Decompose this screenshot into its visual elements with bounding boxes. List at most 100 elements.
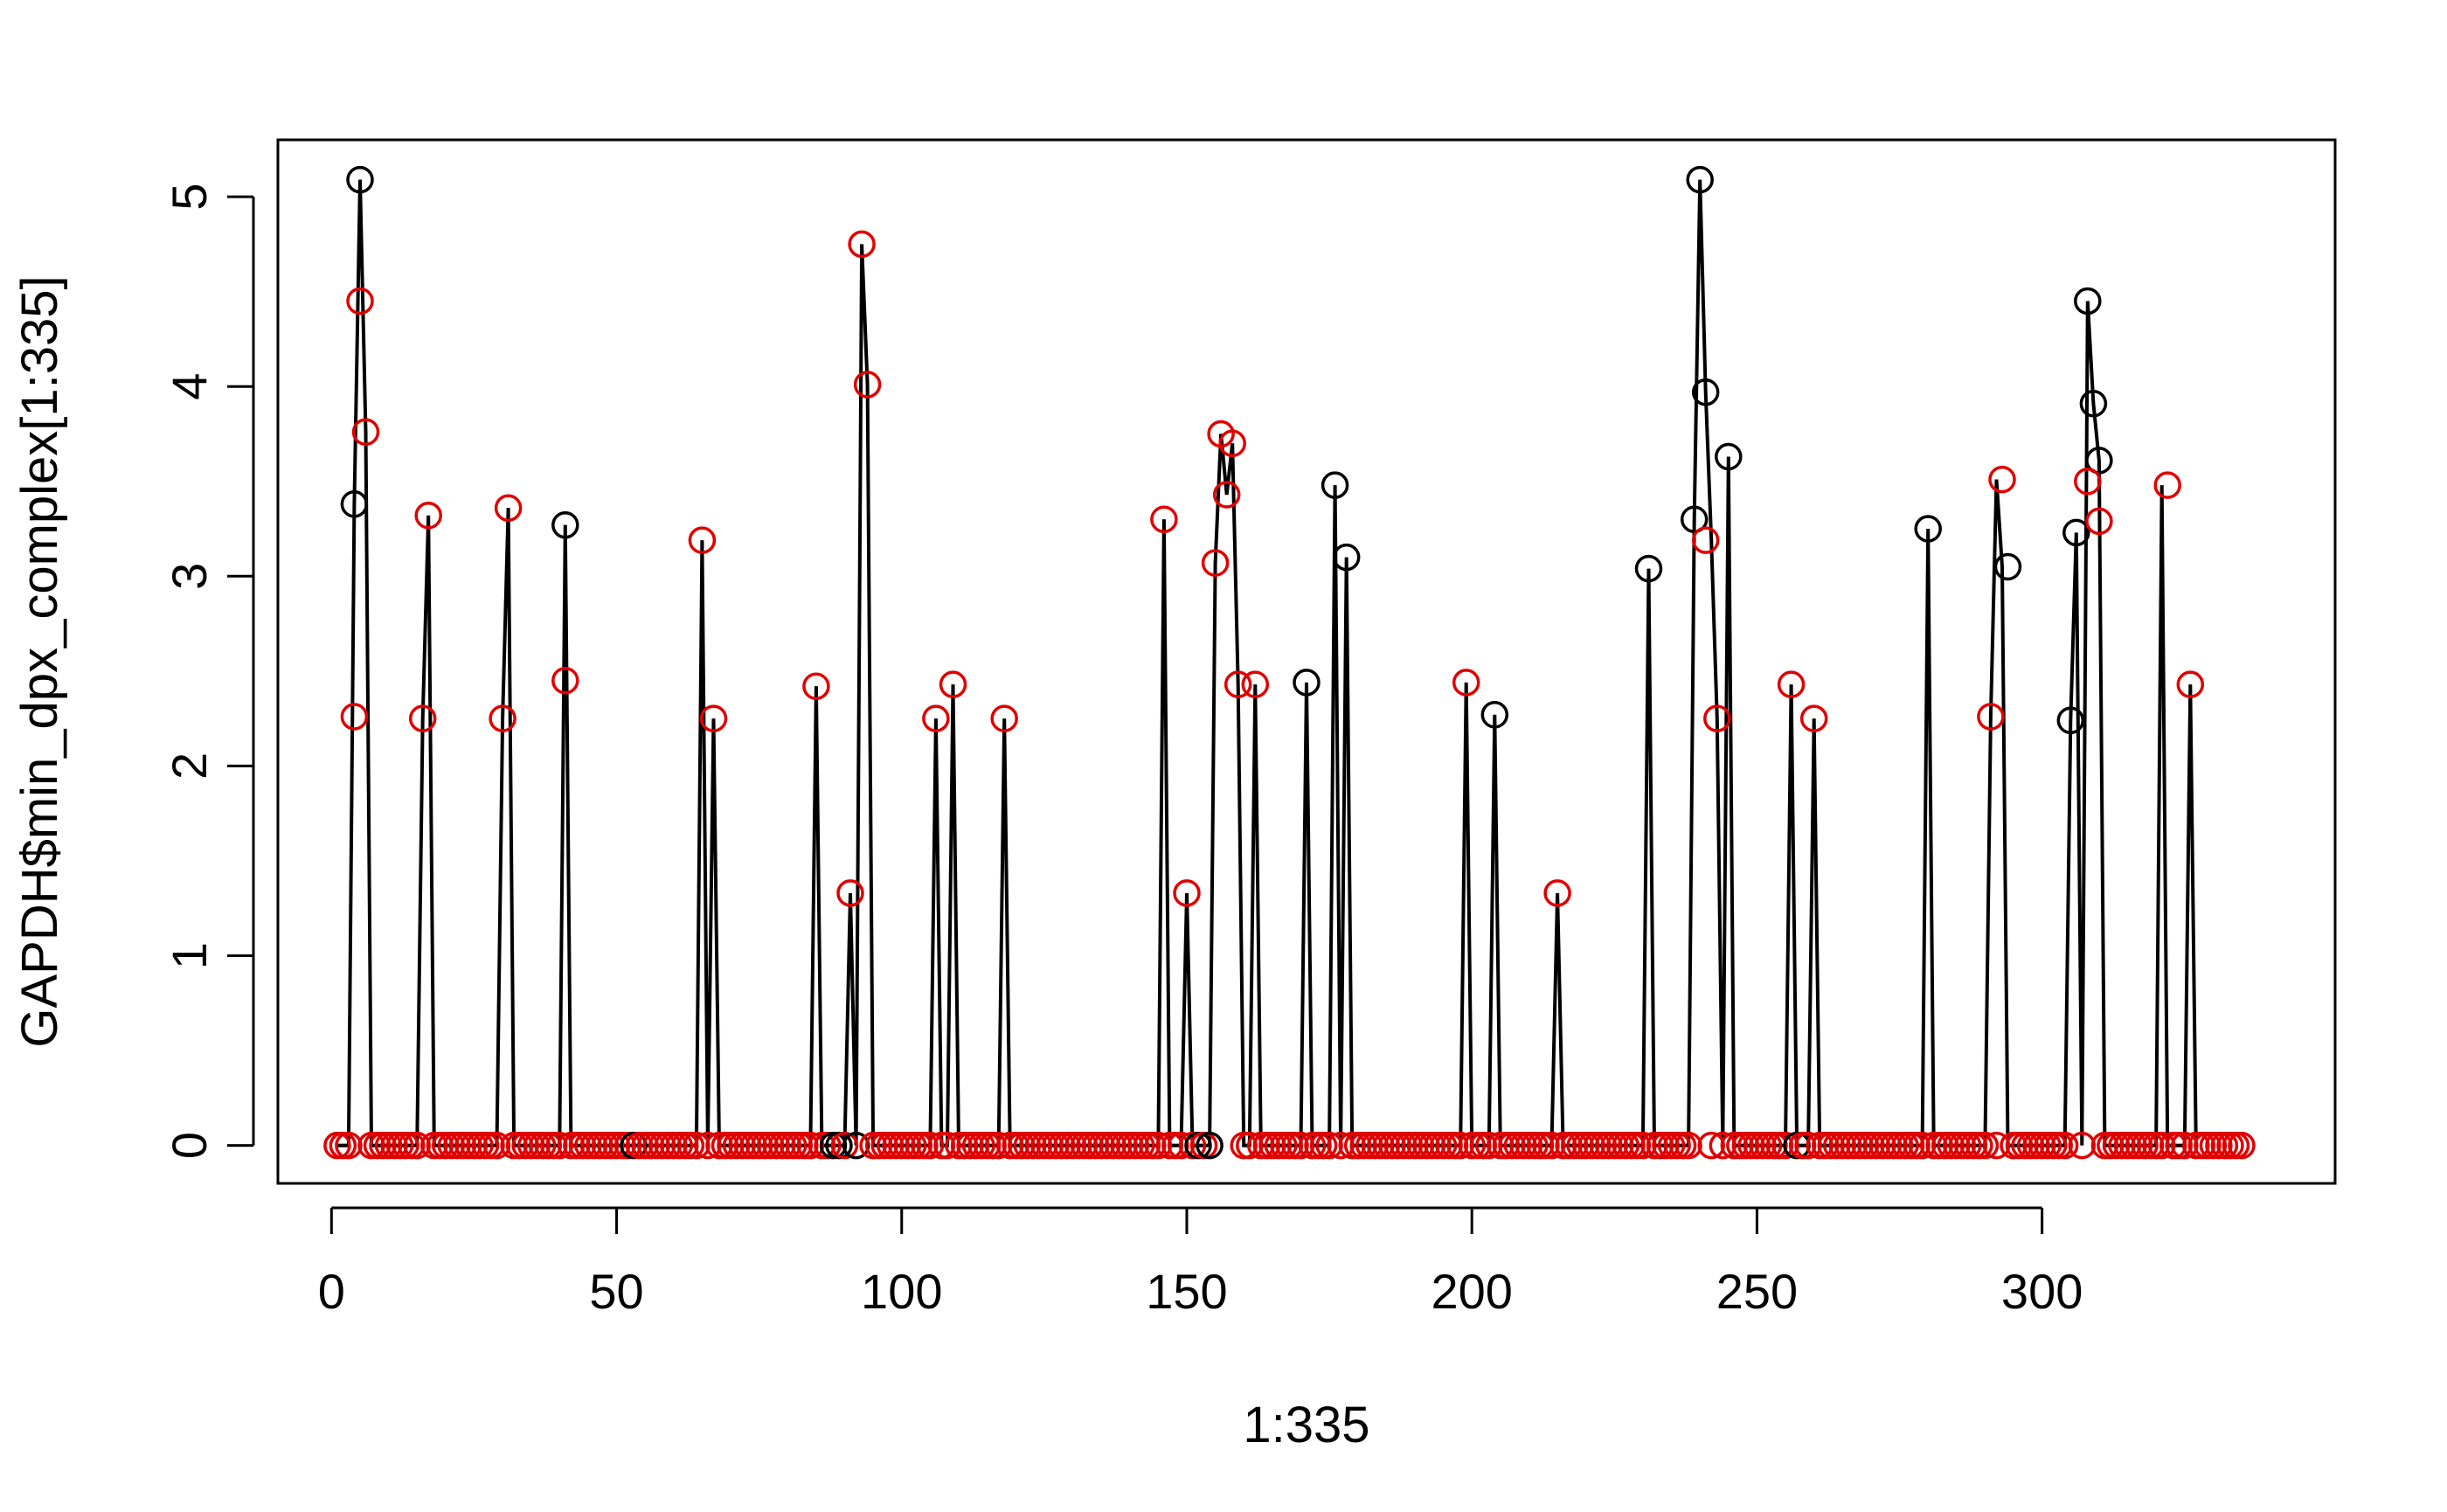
zero-point [1629, 1131, 1657, 1160]
red-point [922, 704, 950, 732]
zero-point [1971, 1131, 2000, 1160]
zero-point [1537, 1131, 1566, 1160]
zero-point [1236, 1131, 1264, 1160]
zero-point [1144, 1131, 1173, 1160]
x-tick-label: 150 [1146, 1264, 1227, 1319]
zero-point [335, 1131, 363, 1160]
zero-point [1674, 1131, 1702, 1160]
red-point [489, 704, 516, 732]
red-point [1703, 704, 1731, 732]
red-point [414, 502, 442, 530]
zero-point [482, 1131, 511, 1160]
zero-point [1327, 1131, 1355, 1160]
black-point [340, 490, 369, 518]
zero-point [1709, 1131, 1737, 1160]
zero-point [2068, 1131, 2097, 1160]
black-point [2079, 390, 2108, 418]
red-point [688, 526, 717, 554]
black-point [346, 165, 374, 194]
y-tick-label: 4 [162, 373, 217, 400]
red-point [1799, 704, 1828, 732]
black-point [1680, 505, 1709, 533]
red-point [2153, 471, 2181, 499]
zero-point [1167, 1131, 1196, 1160]
zero-point [2050, 1131, 2079, 1160]
red-point [1212, 481, 1241, 509]
black-point [1686, 165, 1714, 194]
plot-frame [276, 138, 2337, 1185]
red-point [346, 287, 374, 316]
x-axis-title: 1:335 [1243, 1397, 1369, 1453]
black-point [2056, 706, 2085, 735]
zero-point [1771, 1131, 1799, 1160]
y-tick-label: 5 [162, 184, 217, 211]
black-point [1691, 378, 1720, 406]
zero-point [1446, 1131, 1474, 1160]
y-axis-title: GAPDH$min_dpx_complex[1:335] [11, 275, 68, 1047]
red-point [1988, 465, 2016, 494]
red-point [836, 879, 864, 907]
black-point [1293, 669, 1321, 697]
black-point [2085, 447, 2113, 475]
zero-point [694, 1131, 722, 1160]
red-point [1691, 526, 1720, 554]
red-point [1150, 505, 1178, 533]
zero-point [545, 1131, 574, 1160]
zero-point [933, 1131, 961, 1160]
y-tick-label: 2 [162, 753, 217, 780]
chart-marks [323, 165, 2256, 1160]
black-point [1993, 552, 2022, 581]
red-point [1224, 670, 1252, 698]
x-tick-label: 200 [1431, 1264, 1512, 1319]
red-point [408, 704, 437, 732]
black-point [1332, 543, 1361, 572]
black-point [1321, 471, 1349, 499]
zero-point [916, 1131, 945, 1160]
y-tick-label: 3 [162, 563, 217, 590]
red-point [2074, 468, 2102, 496]
zero-point [1794, 1131, 1822, 1160]
red-point [1777, 670, 1806, 698]
black-point [1634, 554, 1663, 583]
zero-point [1315, 1131, 1343, 1160]
red-point [1201, 549, 1230, 577]
zero-point [683, 1131, 711, 1160]
zero-point [1475, 1131, 1503, 1160]
black-point [2062, 518, 2090, 547]
red-point [1241, 670, 1270, 698]
zero-point [1908, 1131, 1937, 1160]
red-point [699, 704, 728, 732]
red-point [1218, 429, 1246, 458]
red-point [848, 230, 876, 259]
red-point [1173, 879, 1201, 907]
zero-point [2171, 1131, 2199, 1160]
y-tick-label: 1 [162, 942, 217, 969]
black-point [2074, 287, 2102, 316]
red-point [1543, 879, 1571, 907]
x-tick-label: 100 [861, 1264, 942, 1319]
x-tick-label: 300 [2001, 1264, 2083, 1319]
red-point [494, 494, 523, 522]
black-point [1715, 442, 1743, 471]
zero-point [1286, 1131, 1315, 1160]
zero-point [796, 1131, 825, 1160]
red-point [990, 704, 1018, 732]
zero-point [2147, 1131, 2176, 1160]
red-point [1977, 703, 2005, 731]
zero-point [1196, 1131, 1224, 1160]
red-point [939, 670, 967, 698]
y-axis: 0 1 2 3 4 5 [162, 184, 255, 1159]
red-point [340, 703, 369, 731]
zero-point [830, 1131, 859, 1160]
red-point [551, 666, 579, 695]
red-point [2085, 507, 2113, 536]
black-point [551, 510, 579, 539]
black-point [1914, 515, 1942, 543]
zero-point [2228, 1131, 2256, 1160]
red-point [802, 672, 830, 700]
zero-point [984, 1131, 1013, 1160]
x-tick-label: 0 [318, 1264, 345, 1319]
x-tick-label: 250 [1716, 1264, 1798, 1319]
